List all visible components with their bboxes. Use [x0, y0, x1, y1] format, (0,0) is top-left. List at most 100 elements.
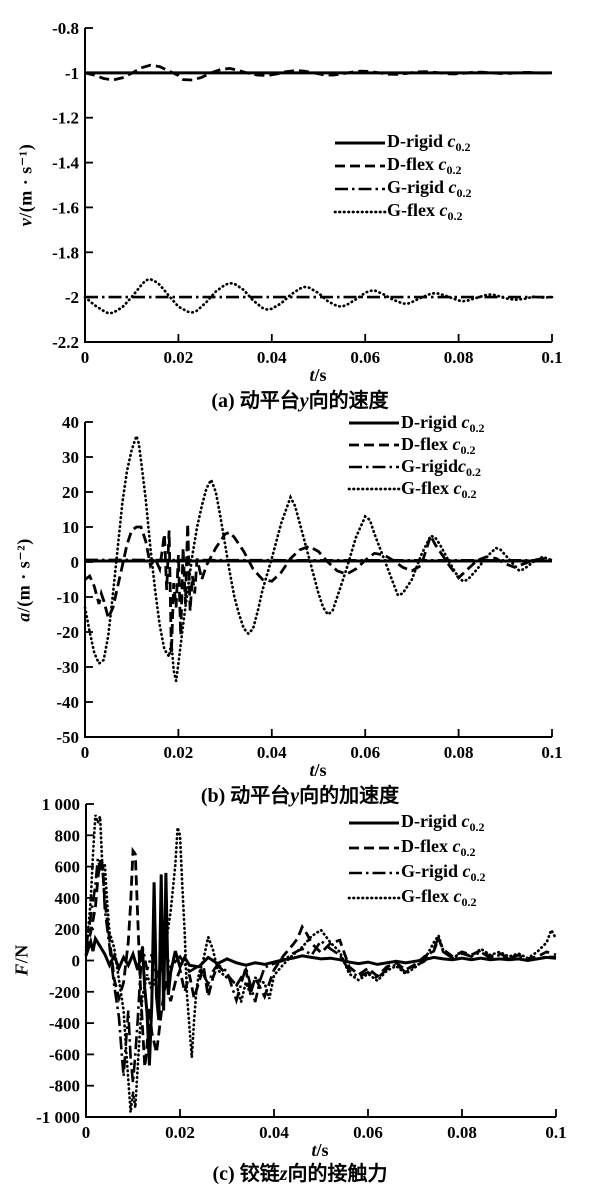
chart-a-ylabel: v/(m · s⁻¹) [16, 144, 37, 226]
chart-b-xlabel: t/s [309, 760, 326, 781]
legend-entry-G-flex: G-flex c0.2 [333, 200, 472, 223]
legend-label: D-flex c0.2 [401, 837, 475, 858]
legend-entry-G-rigid: G-rigid c0.2 [333, 177, 472, 200]
legend-dashdot-line-sample [347, 459, 401, 475]
y-tick-label: 400 [55, 889, 81, 908]
legend-dotted-line-sample [347, 890, 401, 906]
legend-dashdot-line-sample [347, 865, 401, 881]
chart-c-legend: D-rigid c0.2 D-flex c0.2 G-rigid c0.2 G-fle… [347, 810, 486, 910]
chart-a-xlabel: t/s [309, 365, 326, 386]
legend-label: D-flex c0.2 [401, 435, 475, 456]
legend-dashed-line-sample [347, 840, 401, 856]
x-tick-label: 0.04 [257, 348, 287, 367]
series-line-D-rigid-c0.2 [86, 873, 556, 1066]
legend-dotted-line-sample [333, 204, 387, 220]
legend-label: G-flex c0.2 [387, 201, 462, 222]
legend-solid-line-sample [347, 815, 401, 831]
y-tick-label: -1 [65, 64, 79, 83]
x-tick-label: 0 [81, 348, 90, 367]
y-tick-label: -400 [49, 1014, 80, 1033]
y-tick-label: -10 [56, 588, 79, 607]
legend-label: G-flex c0.2 [401, 887, 476, 908]
legend-entry-D-rigid: D-rigid c0.2 [347, 810, 486, 835]
x-tick-label: 0.08 [444, 743, 474, 762]
chart-c-caption: (c) 铰链z向的接触力 [0, 1157, 600, 1186]
chart-a-caption: (a) 动平台y向的速度 [0, 384, 600, 413]
legend-label: D-rigid c0.2 [401, 812, 485, 833]
legend-label: G-flex c0.2 [401, 479, 476, 500]
y-tick-label: -50 [56, 728, 79, 747]
y-tick-label: 20 [62, 483, 79, 502]
y-tick-label: -1.2 [52, 109, 79, 128]
x-tick-label: 0.06 [350, 743, 380, 762]
chart-c-ylabel: F/N [12, 944, 33, 976]
y-tick-label: 600 [55, 858, 81, 877]
legend-label: G-rigidc0.2 [401, 457, 481, 478]
legend-label: D-flex c0.2 [387, 155, 461, 176]
legend-entry-G-rigid: G-rigid c0.2 [347, 860, 486, 885]
y-tick-label: -1.8 [52, 243, 79, 262]
legend-entry-D-rigid: D-rigid c0.2 [347, 412, 485, 434]
x-tick-label: 0.02 [164, 743, 194, 762]
y-tick-label: -1 000 [36, 1108, 80, 1127]
legend-entry-D-rigid: D-rigid c0.2 [333, 131, 472, 154]
y-tick-label: -1.6 [52, 198, 79, 217]
x-tick-label: 0.02 [165, 1123, 195, 1142]
x-tick-label: 0.08 [447, 1123, 477, 1142]
y-tick-label: -1.4 [52, 154, 79, 173]
x-tick-label: 0.08 [444, 348, 474, 367]
legend-dotted-line-sample [347, 481, 401, 497]
y-tick-label: 40 [62, 413, 79, 432]
legend-entry-D-flex: D-flex c0.2 [333, 154, 472, 177]
chart-b-ylabel: a/(m · s⁻²) [14, 538, 35, 621]
y-tick-label: -2 [65, 288, 79, 307]
y-tick-label: -600 [49, 1045, 80, 1064]
legend-entry-D-flex: D-flex c0.2 [347, 434, 485, 456]
legend-label: D-rigid c0.2 [401, 413, 485, 434]
legend-entry-G-flex: G-flex c0.2 [347, 478, 485, 500]
x-tick-label: 0.02 [164, 348, 194, 367]
x-tick-label: 0.06 [353, 1123, 383, 1142]
x-tick-label: 0.1 [545, 1123, 566, 1142]
x-tick-label: 0.1 [541, 348, 562, 367]
y-tick-label: 0 [71, 553, 80, 572]
legend-entry-G-flex: G-flex c0.2 [347, 885, 486, 910]
legend-dashed-line-sample [333, 158, 387, 174]
legend-label: D-rigid c0.2 [387, 132, 471, 153]
legend-solid-line-sample [333, 135, 387, 151]
chart-b-caption: (b) 动平台y向的加速度 [0, 779, 600, 808]
x-tick-label: 0.1 [541, 743, 562, 762]
x-tick-label: 0.06 [350, 348, 380, 367]
x-tick-label: 0.04 [257, 743, 287, 762]
legend-dashdot-line-sample [333, 181, 387, 197]
x-tick-label: 0 [82, 1123, 91, 1142]
y-tick-label: 0 [72, 952, 81, 971]
y-tick-label: -0.8 [52, 19, 79, 38]
y-tick-label: 10 [62, 518, 79, 537]
legend-solid-line-sample [347, 415, 401, 431]
y-tick-label: -20 [56, 623, 79, 642]
y-tick-label: 30 [62, 448, 79, 467]
series-line-D-flex-c0.2 [85, 524, 552, 654]
legend-dashed-line-sample [347, 437, 401, 453]
legend-label: G-rigid c0.2 [387, 178, 472, 199]
y-tick-label: -30 [56, 658, 79, 677]
legend-entry-G-rigid: G-rigidc0.2 [347, 456, 485, 478]
series-line-G-flex-c0.2 [85, 279, 552, 313]
y-tick-label: 200 [55, 920, 81, 939]
x-tick-label: 0.04 [259, 1123, 289, 1142]
y-tick-label: -40 [56, 693, 79, 712]
y-tick-label: -2.2 [52, 333, 79, 352]
y-tick-label: 800 [55, 826, 81, 845]
x-tick-label: 0 [81, 743, 90, 762]
y-tick-label: -800 [49, 1077, 80, 1096]
legend-label: G-rigid c0.2 [401, 862, 486, 883]
y-tick-label: -200 [49, 983, 80, 1002]
legend-entry-D-flex: D-flex c0.2 [347, 835, 486, 860]
chart-a-canvas: -0.8 -1 -1.2 -1.4 -1.6 -1.8 -2 -2.20 0.02 0.04 0.0… [0, 0, 600, 400]
